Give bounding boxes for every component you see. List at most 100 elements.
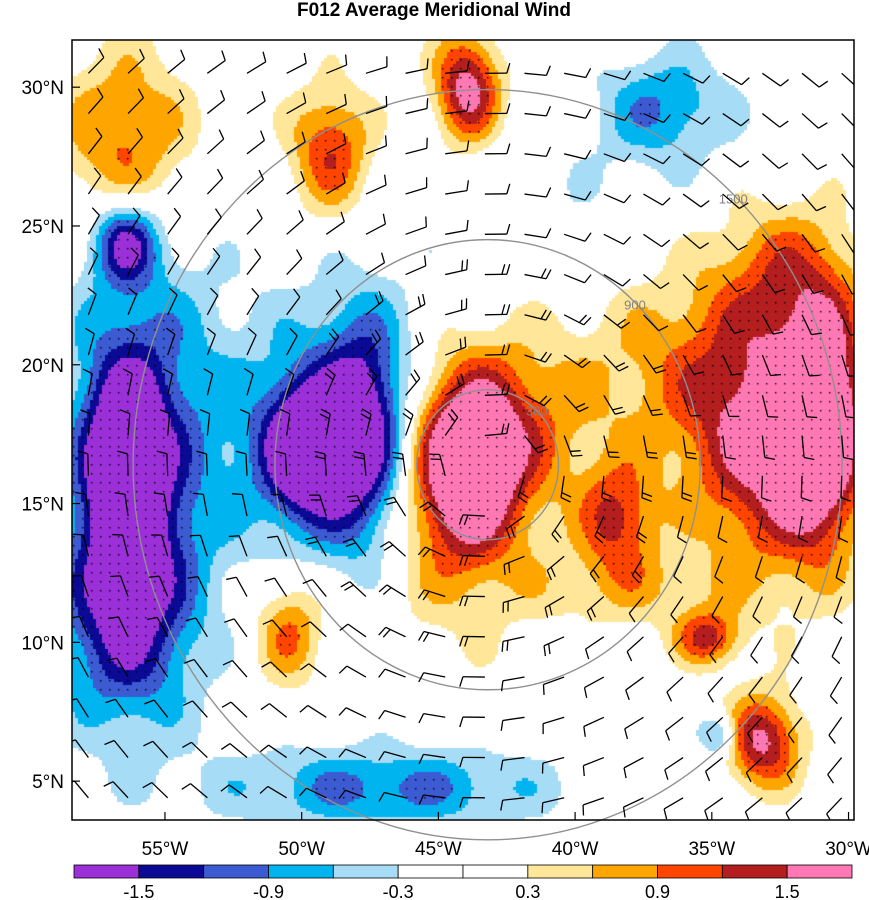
wind-barb	[365, 174, 387, 195]
wind-barb	[603, 274, 631, 287]
range-ring-1500km	[132, 88, 843, 841]
wind-barb	[72, 615, 90, 638]
wind-barb	[305, 536, 327, 557]
wind-barb	[299, 746, 327, 759]
wind-barb	[583, 676, 605, 698]
wind-barb	[206, 327, 216, 356]
y-tick-label: 20°N	[22, 356, 64, 377]
wind-barb	[246, 51, 267, 74]
colorbar-swatch	[527, 864, 594, 879]
wind-barb	[87, 127, 103, 155]
wind-barb	[151, 534, 169, 557]
wind-barb	[826, 797, 843, 820]
wind-barb	[601, 475, 613, 503]
wind-barb	[484, 62, 511, 74]
wind-barb	[761, 274, 786, 294]
wind-barb	[790, 636, 803, 664]
wind-barb	[246, 248, 262, 275]
wind-barb	[75, 491, 90, 517]
wind-barb	[378, 709, 406, 720]
wind-barb	[110, 575, 129, 597]
range-ring-300km	[416, 388, 560, 541]
wind-barb	[524, 435, 549, 454]
wind-barb	[231, 493, 248, 517]
wind-barb	[342, 538, 367, 557]
wind-barb	[222, 659, 248, 678]
wind-barb	[243, 367, 254, 396]
range-ring-label: 900	[624, 298, 646, 313]
wind-barb	[459, 716, 485, 728]
wind-barb	[445, 259, 469, 276]
wind-barb	[405, 137, 428, 155]
wind-barb	[112, 533, 129, 557]
wind-barb	[626, 636, 644, 662]
colorbar-label: 0.9	[645, 882, 670, 900]
wind-barb	[563, 435, 583, 457]
wind-barb	[284, 367, 295, 396]
wind-barb	[246, 287, 260, 316]
wind-barb	[106, 657, 129, 678]
range-ring-900km	[274, 238, 701, 691]
wind-barb	[787, 716, 803, 744]
wind-barb	[445, 140, 470, 155]
wind-barb	[286, 170, 305, 195]
y-tick-label: 25°N	[22, 217, 64, 238]
wind-barb	[582, 756, 605, 777]
wind-barb	[761, 435, 776, 460]
wind-barb	[148, 575, 169, 597]
wind-barb	[365, 291, 384, 316]
wind-barb	[795, 556, 806, 584]
wind-barb	[340, 581, 367, 598]
wind-barb	[445, 100, 470, 115]
wind-barb	[418, 672, 446, 683]
wind-barb	[405, 331, 424, 356]
wind-barb	[162, 368, 173, 396]
wind-barb	[87, 167, 102, 195]
wind-barb	[270, 493, 288, 517]
wind-barb	[119, 409, 131, 436]
wind-barb	[365, 213, 387, 235]
wind-barb	[326, 93, 347, 115]
wind-barb	[286, 327, 298, 356]
wind-barb	[761, 193, 788, 211]
wind-barb	[484, 304, 511, 316]
wind-barb	[459, 796, 485, 808]
wind-barb	[325, 133, 347, 155]
wind-barb	[196, 450, 208, 476]
wind-barb	[203, 368, 214, 396]
wind-barb	[246, 327, 257, 356]
wind-barb	[721, 475, 732, 502]
wind-barb	[104, 739, 129, 758]
wind-barb	[224, 618, 248, 638]
wind-barb	[524, 187, 552, 198]
wind-barb	[156, 450, 169, 476]
wind-barb	[682, 112, 711, 125]
wind-barb	[484, 423, 510, 437]
range-rings: 300 900 1500	[132, 88, 843, 841]
wind-barb	[589, 555, 605, 583]
wind-barb	[184, 658, 208, 678]
wind-barb	[261, 661, 288, 678]
wind-barb	[841, 233, 854, 254]
wind-barb	[722, 314, 745, 334]
wind-barb	[392, 451, 407, 476]
wind-barb	[235, 450, 248, 476]
wind-barb	[286, 92, 307, 115]
wind-barb	[167, 207, 182, 235]
wind-barb	[560, 475, 572, 503]
wind-barb	[159, 409, 171, 436]
wind-barb	[324, 367, 336, 396]
wind-barb	[682, 153, 711, 167]
wind-barb	[405, 369, 421, 396]
range-ring-label: 1500	[719, 191, 748, 206]
wind-barb	[378, 626, 406, 638]
colorbar-swatch	[268, 864, 334, 879]
wind-barb	[286, 249, 303, 276]
wind-barb	[325, 328, 340, 356]
wind-barb	[445, 298, 468, 316]
colorbar-swatch	[786, 864, 853, 879]
wind-barb	[319, 408, 331, 436]
wind-barb	[122, 368, 133, 396]
chart-title: F012 Average Meridional Wind	[297, 0, 571, 21]
colorbar: -1.5 -0.9 -0.3 0.3 0.9 1.5	[73, 864, 853, 900]
